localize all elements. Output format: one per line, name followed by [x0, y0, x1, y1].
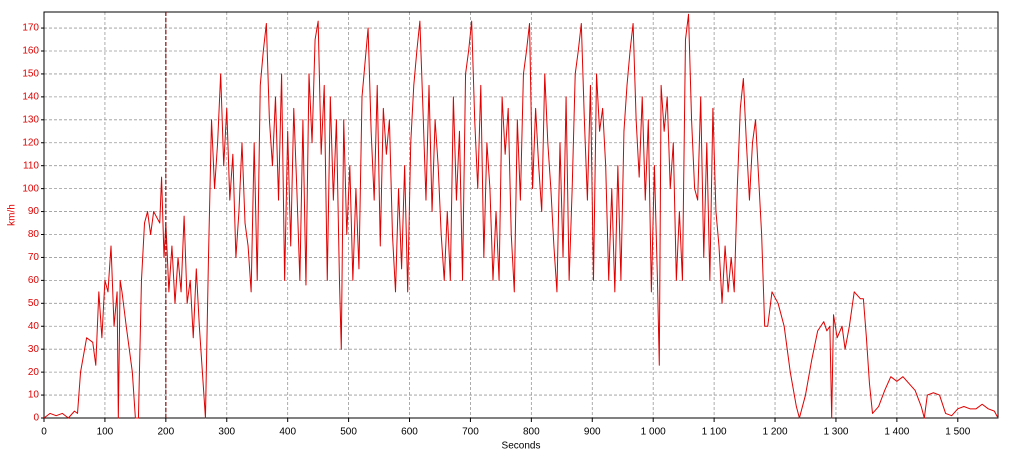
y-tick-label: 100 — [22, 183, 39, 194]
y-tick-label: 130 — [22, 114, 39, 125]
x-axis-label: Seconds — [502, 441, 541, 452]
y-tick-label: 60 — [28, 275, 40, 286]
y-tick-label: 170 — [22, 23, 39, 34]
y-tick-label: 120 — [22, 137, 39, 148]
x-tick-label: 1 200 — [763, 427, 788, 438]
x-tick-label: 700 — [462, 427, 479, 438]
x-tick-label: 1 300 — [823, 427, 848, 438]
x-tick-label: 800 — [523, 427, 540, 438]
y-tick-label: 140 — [22, 92, 39, 103]
x-tick-label: 200 — [157, 427, 174, 438]
y-tick-label: 30 — [28, 344, 40, 355]
y-axis-label: km/h — [7, 204, 18, 226]
x-tick-label: 500 — [340, 427, 357, 438]
y-tick-label: 40 — [28, 321, 40, 332]
x-tick-label: 300 — [218, 427, 235, 438]
plot-border — [43, 11, 999, 419]
x-tick-label: 100 — [97, 427, 114, 438]
x-tick-label: 1 000 — [641, 427, 666, 438]
x-tick-label: 1 500 — [945, 427, 970, 438]
x-tick-label: 600 — [401, 427, 418, 438]
y-tick-label: 70 — [28, 252, 40, 263]
y-tick-label: 110 — [23, 160, 39, 171]
x-tick-label: 0 — [41, 427, 47, 438]
y-tick-label: 0 — [33, 413, 39, 424]
y-tick-label: 160 — [22, 46, 39, 57]
x-tick-label: 1 100 — [702, 427, 727, 438]
y-tick-label: 150 — [22, 69, 39, 80]
y-tick-label: 90 — [28, 206, 40, 217]
x-tick-label: 1 400 — [884, 427, 909, 438]
y-tick-label: 80 — [28, 229, 40, 240]
y-tick-label: 10 — [28, 390, 40, 401]
x-tick-label: 400 — [279, 427, 296, 438]
y-tick-label: 20 — [28, 367, 40, 378]
speed-line — [43, 13, 999, 419]
x-tick-label: 900 — [584, 427, 601, 438]
y-tick-label: 50 — [28, 298, 40, 309]
